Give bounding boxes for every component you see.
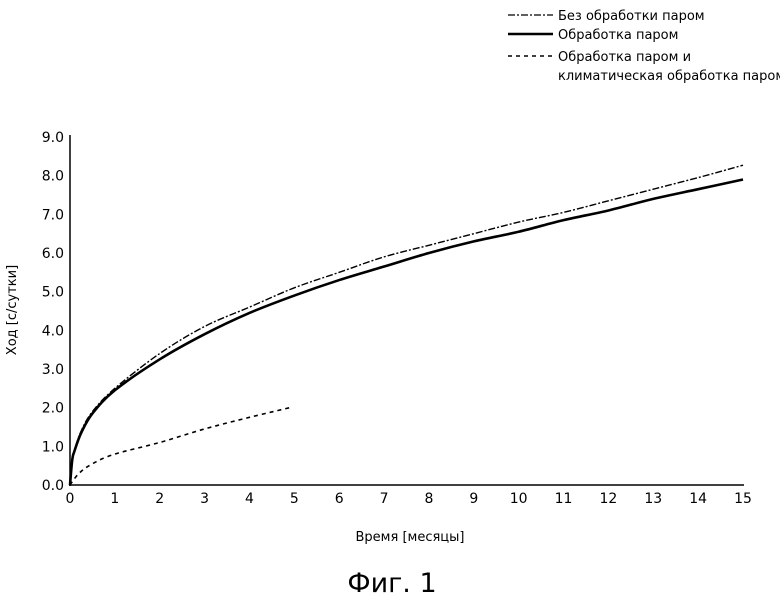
x-tick-label: 15: [734, 491, 752, 507]
x-tick-label: 10: [510, 491, 528, 507]
x-tick-labels: 0123456789101112131415: [66, 491, 752, 507]
legend-label-steam-climatic-1: Обработка паром и: [558, 50, 691, 65]
y-tick-label: 5.0: [42, 285, 64, 301]
x-tick-label: 14: [689, 491, 707, 507]
legend-label-steam: Обработка паром: [558, 28, 678, 43]
x-tick-label: 7: [380, 491, 389, 507]
x-tick-label: 0: [66, 491, 75, 507]
x-tick-label: 4: [245, 491, 254, 507]
y-tick-label: 9.0: [42, 130, 64, 146]
x-tick-label: 11: [555, 491, 573, 507]
series-line-dashed: [70, 408, 290, 485]
y-axis-label: Ход [с/сутки]: [5, 265, 20, 355]
y-tick-label: 0.0: [42, 478, 64, 494]
x-tick-label: 2: [155, 491, 164, 507]
x-tick-label: 9: [469, 491, 478, 507]
y-tick-label: 6.0: [42, 246, 64, 262]
x-tick-label: 3: [200, 491, 209, 507]
x-tick-label: 12: [599, 491, 617, 507]
chart: Без обработки паром Обработка паром Обра…: [0, 0, 780, 599]
x-tick-label: 5: [290, 491, 299, 507]
figure-caption: Фиг. 1: [347, 568, 436, 599]
y-tick-label: 2.0: [42, 401, 64, 417]
x-tick-label: 8: [424, 491, 433, 507]
x-axis-label: Время [месяцы]: [356, 530, 465, 545]
y-tick-label: 8.0: [42, 169, 64, 185]
series-lines: [70, 165, 743, 485]
y-tick-label: 1.0: [42, 439, 64, 455]
y-tick-label: 7.0: [42, 207, 64, 223]
x-tick-label: 1: [110, 491, 119, 507]
x-tick-label: 13: [644, 491, 662, 507]
y-tick-label: 4.0: [42, 323, 64, 339]
series-line-dash-dot: [70, 165, 743, 485]
legend: Без обработки паром Обработка паром Обра…: [508, 9, 780, 84]
legend-label-steam-climatic-2: климатическая обработка паром: [558, 69, 780, 84]
legend-label-no-steam: Без обработки паром: [558, 9, 705, 24]
y-tick-labels: 0.0 1.0 2.0 3.0 4.0 5.0 6.0 7.0 8.0 9.0: [42, 130, 64, 494]
y-tick-label: 3.0: [42, 362, 64, 378]
x-tick-label: 6: [335, 491, 344, 507]
